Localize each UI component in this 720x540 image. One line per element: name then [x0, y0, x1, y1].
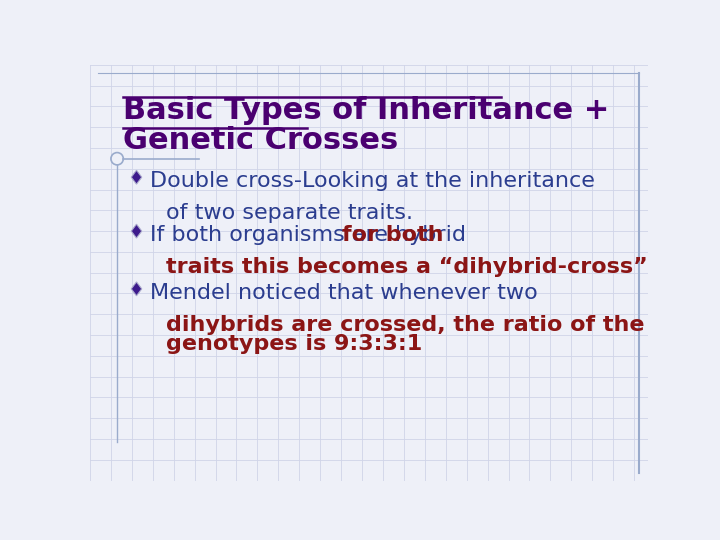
Text: Mendel noticed that whenever two: Mendel noticed that whenever two	[150, 283, 539, 303]
Text: Genetic Crosses: Genetic Crosses	[122, 126, 397, 156]
Text: Double cross-Looking at the inheritance: Double cross-Looking at the inheritance	[150, 171, 595, 191]
Text: If both organisms are hybrid: If both organisms are hybrid	[150, 225, 474, 245]
Text: for both: for both	[342, 225, 444, 245]
Polygon shape	[131, 224, 142, 238]
Text: dihybrids are crossed, the ratio of the: dihybrids are crossed, the ratio of the	[166, 315, 644, 335]
Polygon shape	[131, 170, 142, 184]
Text: genotypes is 9:3:3:1: genotypes is 9:3:3:1	[166, 334, 422, 354]
Text: Basic Types of Inheritance +: Basic Types of Inheritance +	[122, 96, 609, 125]
Text: of two separate traits.: of two separate traits.	[166, 204, 413, 224]
Text: traits this becomes a “dihybrid-cross”: traits this becomes a “dihybrid-cross”	[166, 257, 648, 278]
Polygon shape	[131, 282, 142, 296]
